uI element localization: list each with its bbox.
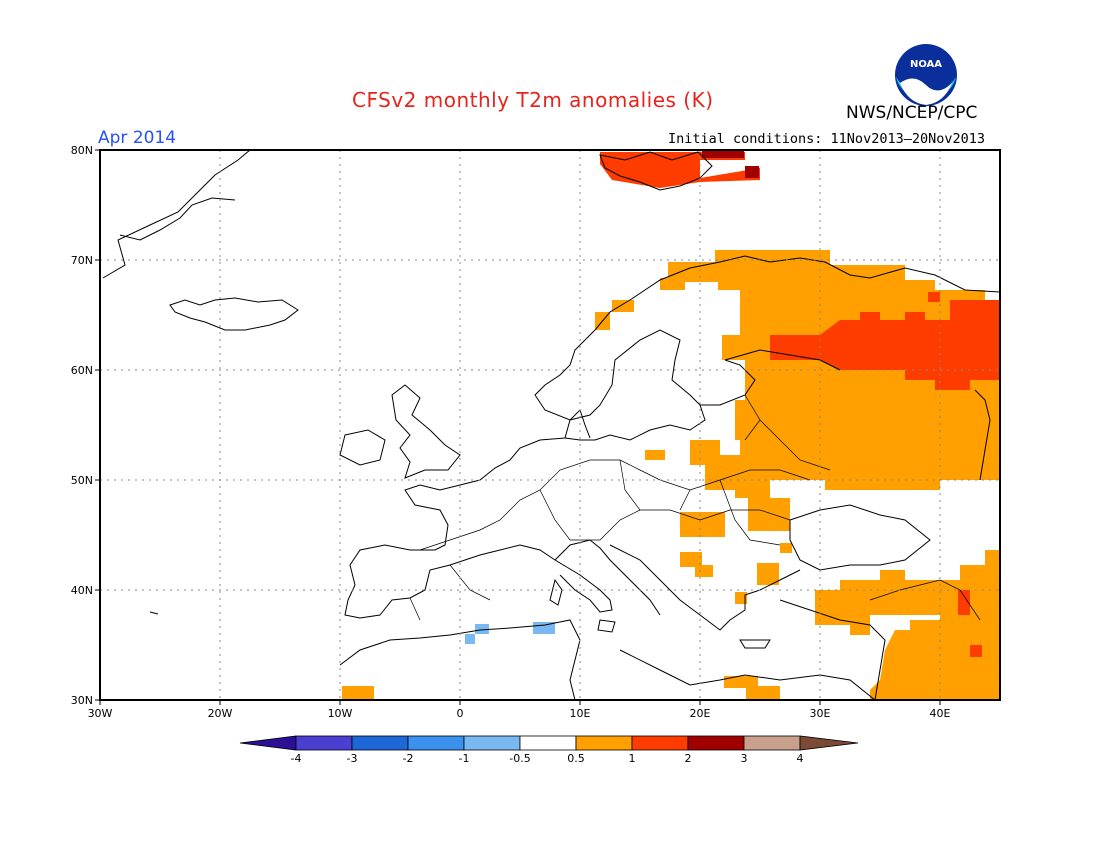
noaa-logo: NOAA (895, 44, 957, 106)
lon-label: 10E (570, 707, 591, 720)
colorbar-segment (743, 735, 801, 751)
colorbar-label: 0.5 (567, 752, 585, 765)
colorbar-label: -2 (403, 752, 414, 765)
anomaly-fields (342, 150, 1000, 700)
lat-labels: 80N 70N 60N 50N 40N 30N (71, 144, 93, 707)
map-frame (99, 149, 1001, 701)
colorbar-label: 3 (741, 752, 748, 765)
colorbar-label: -1 (459, 752, 470, 765)
lat-label: 80N (71, 144, 93, 157)
anomaly-region-svalbard (600, 152, 760, 188)
anomaly-region-russia-red (770, 300, 1000, 390)
coastlines (102, 150, 1000, 700)
colorbar-label: -0.5 (509, 752, 530, 765)
colorbar-segment (463, 735, 521, 751)
colorbar-label: 1 (629, 752, 636, 765)
forecast-month: Apr 2014 (98, 128, 177, 148)
lat-label: 50N (71, 474, 93, 487)
color-bar-labels: -4 -3 -2 -1 -0.5 0.5 1 2 3 4 (291, 752, 804, 765)
colorbar-label: -3 (347, 752, 358, 765)
colorbar-label: 2 (685, 752, 692, 765)
axis-ticks (95, 149, 941, 705)
lat-label: 60N (71, 364, 93, 377)
anomaly-region-turkey (815, 550, 1000, 700)
lon-label: 0 (457, 707, 464, 720)
colorbar-segment (407, 735, 465, 751)
lon-label: 10W (328, 707, 353, 720)
lon-label: 30E (810, 707, 831, 720)
graticule (100, 150, 1000, 700)
colorbar-label: -4 (291, 752, 302, 765)
colorbar-segment (631, 735, 689, 751)
logo-text: NOAA (910, 59, 942, 70)
lat-label: 40N (71, 584, 93, 597)
lon-labels: 30W 20W 10W 0 10E 20E 30E 40E (88, 707, 951, 720)
lat-label: 70N (71, 254, 93, 267)
lon-label: 40E (930, 707, 951, 720)
country-borders (409, 394, 981, 621)
colorbar-segment (799, 735, 859, 751)
lon-label: 20E (690, 707, 711, 720)
lat-label: 30N (71, 694, 93, 707)
chart-title: CFSv2 monthly T2m anomalies (K) (352, 88, 714, 112)
colorbar-segment (295, 735, 353, 751)
colorbar-segment (351, 735, 409, 751)
initial-conditions: Initial conditions: 11Nov2013–20Nov2013 (668, 131, 985, 147)
colorbar-segment (575, 735, 633, 751)
color-bar-segments (239, 735, 859, 751)
lon-label: 30W (88, 707, 113, 720)
colorbar-label: 4 (797, 752, 804, 765)
colorbar-segment (239, 735, 297, 751)
lon-label: 20W (208, 707, 233, 720)
colorbar-segment (519, 735, 577, 751)
colorbar-segment (687, 735, 745, 751)
organization-label: NWS/NCEP/CPC (846, 103, 978, 123)
